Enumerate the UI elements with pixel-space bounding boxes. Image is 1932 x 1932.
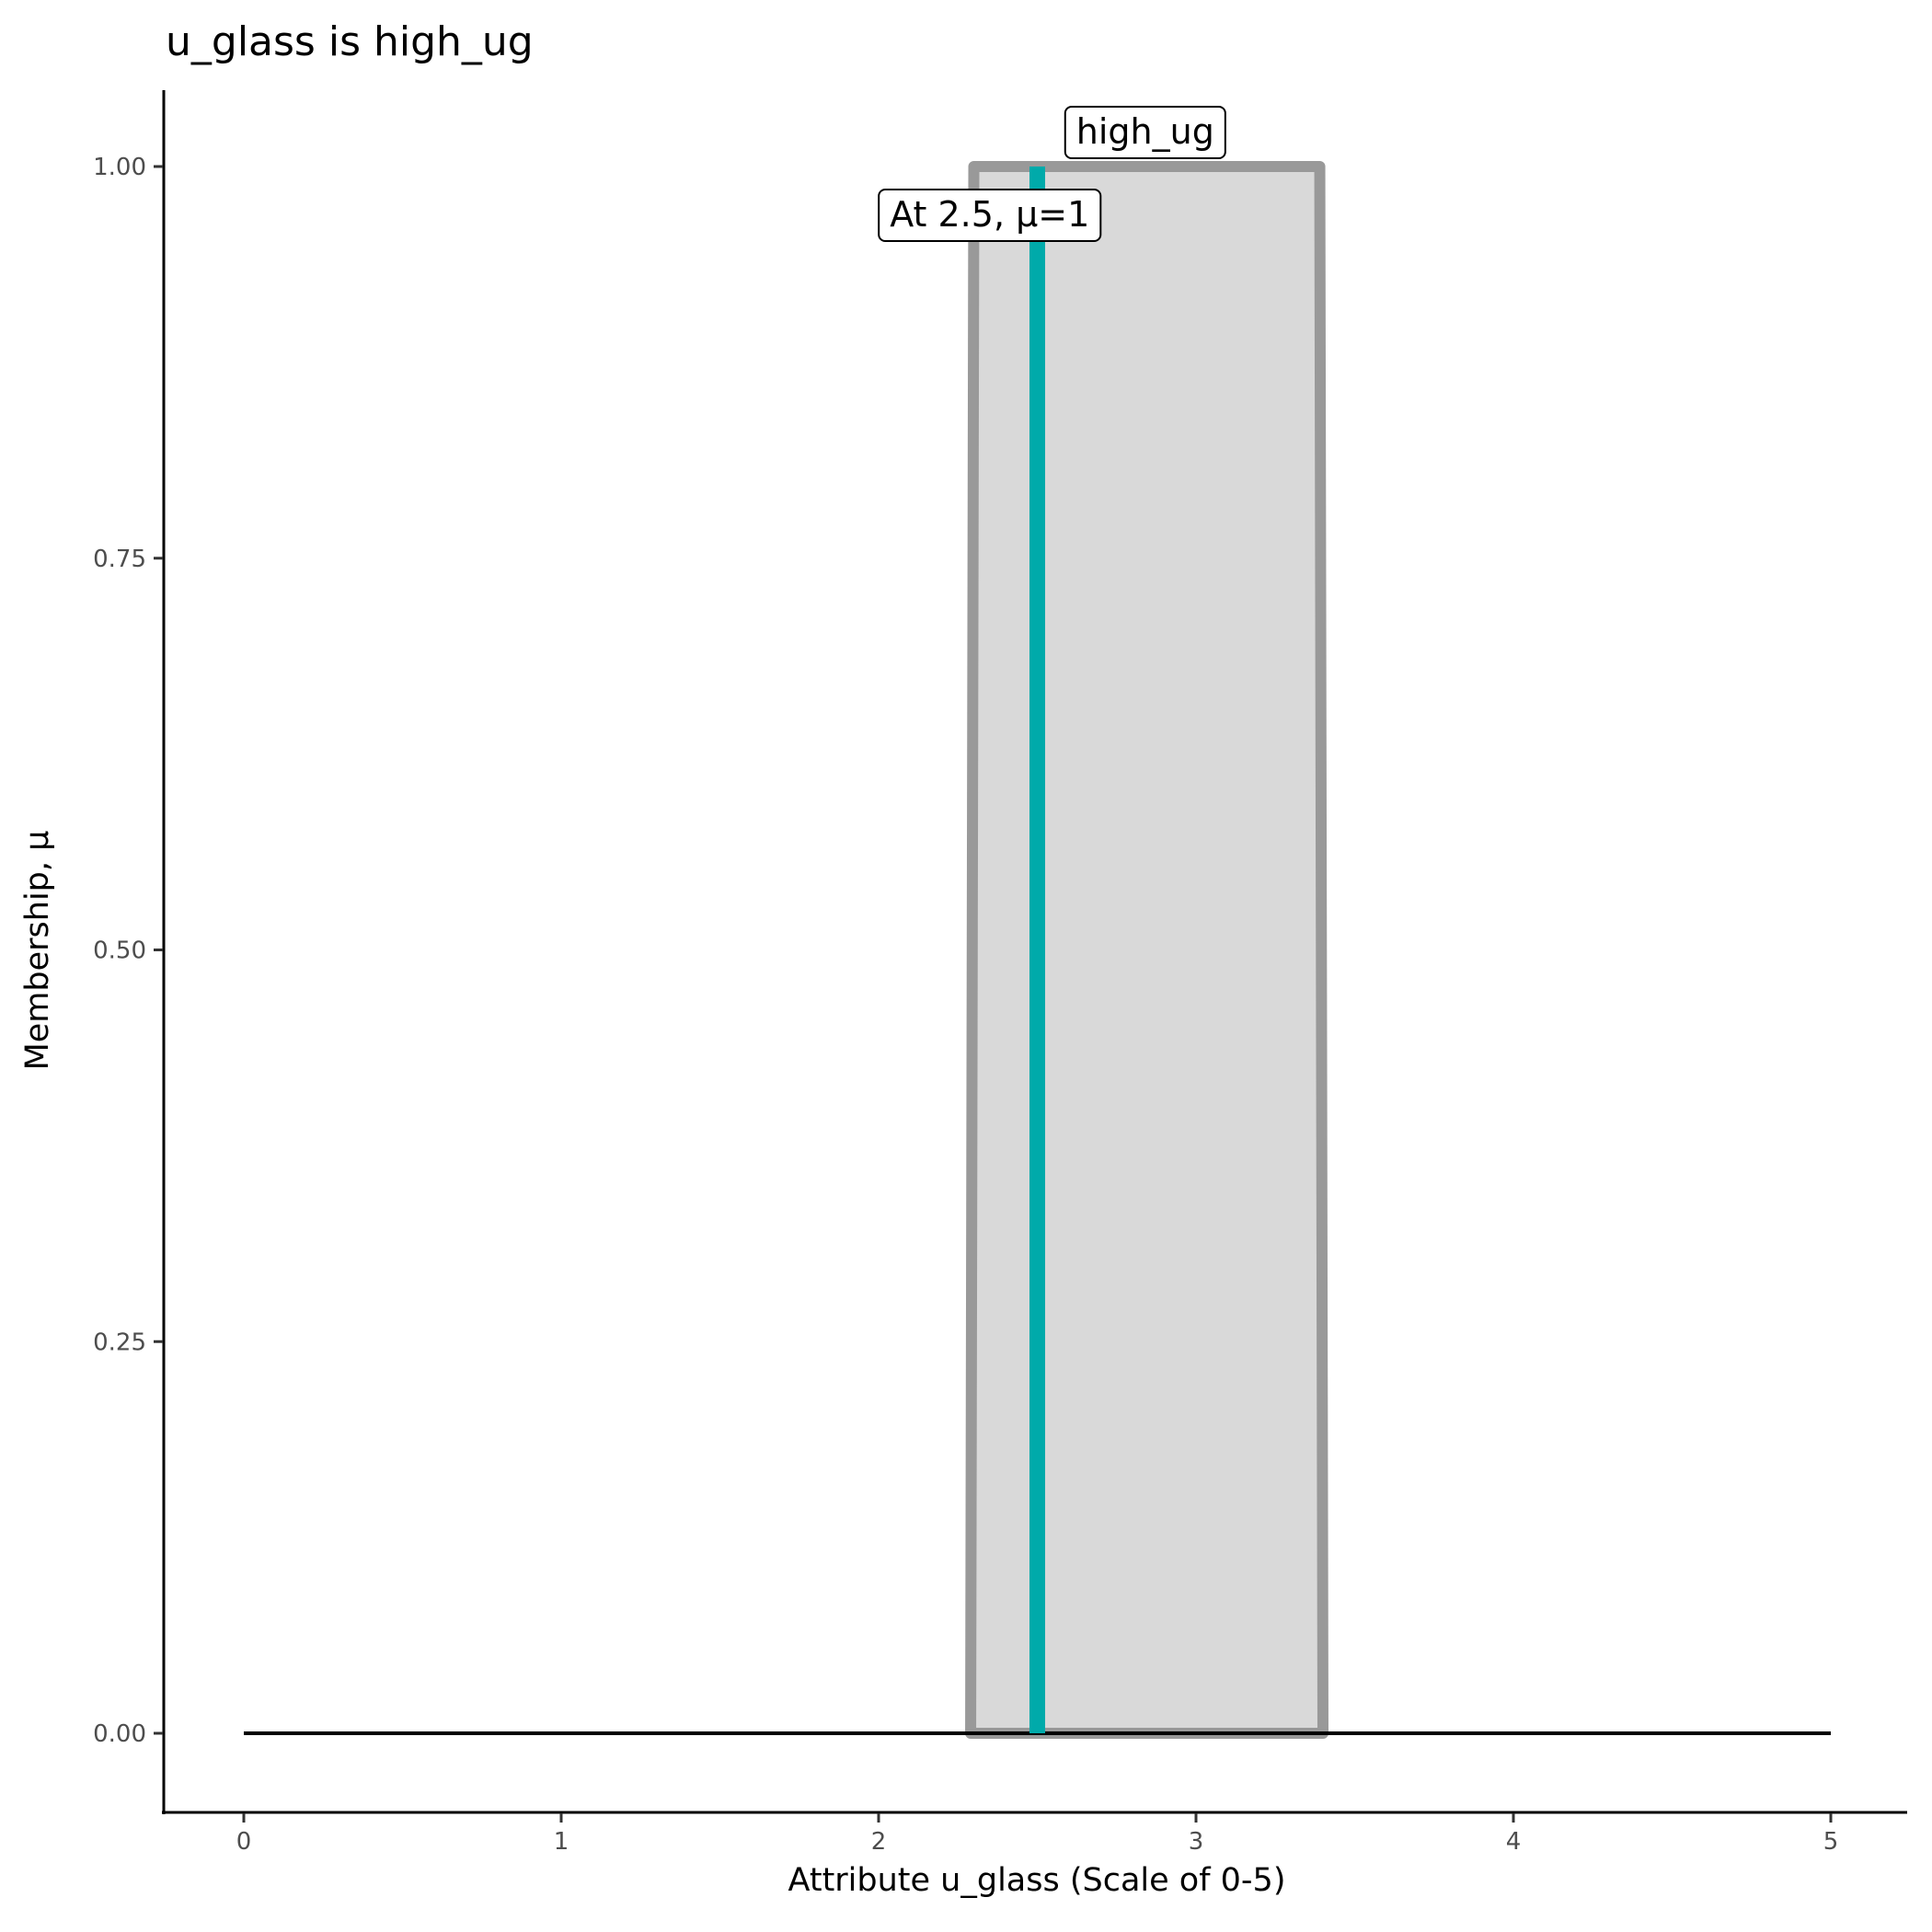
marker-label-box	[878, 189, 1102, 242]
x-tick-label: 3	[1189, 1828, 1204, 1856]
x-ticks: 0 1 2 3 4 5	[236, 1813, 1839, 1856]
y-tick-label: 0.75	[93, 546, 146, 573]
y-tick-label: 0.00	[93, 1720, 146, 1748]
x-tick-label: 5	[1823, 1828, 1839, 1856]
x-tick-label: 0	[236, 1828, 252, 1856]
y-ticks: 0.00 0.25 0.50 0.75 1.00	[93, 154, 163, 1748]
set-label-text: high_ug	[1076, 111, 1214, 152]
plot-area: high_ug At 2.5, μ=1	[244, 106, 1831, 1739]
membership-area-high-ug	[965, 161, 1328, 1739]
y-axis-title: Membership, μ	[19, 831, 56, 1071]
set-label: high_ug	[1064, 106, 1226, 159]
marker-label: At 2.5, μ=1	[878, 189, 1102, 242]
y-tick-label: 0.50	[93, 937, 146, 965]
x-tick-label: 1	[554, 1828, 569, 1856]
x-tick-label: 4	[1506, 1828, 1522, 1856]
chart-title: u_glass is high_ug	[166, 18, 534, 65]
x-tick-label: 2	[871, 1828, 887, 1856]
y-tick-label: 0.25	[93, 1328, 146, 1356]
y-tick-label: 1.00	[93, 154, 146, 181]
marker-label-text: At 2.5, μ=1	[890, 194, 1089, 235]
x-axis-title: Attribute u_glass (Scale of 0-5)	[788, 1862, 1286, 1899]
set-label-box	[1064, 106, 1226, 159]
